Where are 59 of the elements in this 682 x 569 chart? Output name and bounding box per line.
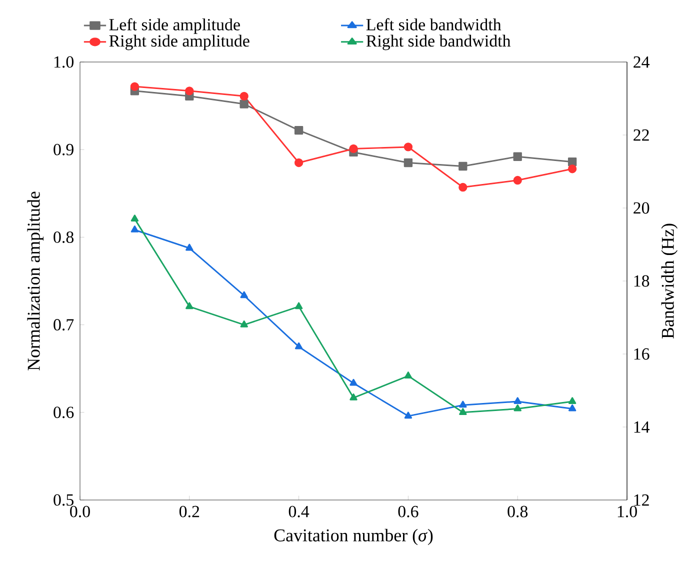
- x-tick-label: 0.8: [508, 506, 528, 518]
- y2-axis-title: Bandwidth (Hz): [661, 224, 678, 338]
- point: [349, 144, 358, 154]
- point: [404, 412, 412, 419]
- y-tick-label: 0.7: [54, 319, 74, 331]
- point: [130, 214, 139, 222]
- y2-tick-label: 24: [634, 56, 650, 68]
- point: [514, 397, 522, 404]
- point: [459, 408, 467, 415]
- point: [294, 342, 303, 350]
- y2-tick-label: 18: [634, 275, 650, 287]
- point: [459, 400, 467, 408]
- y-tick-label: 0.5: [54, 494, 74, 506]
- point: [458, 182, 468, 192]
- point: [568, 404, 576, 412]
- y2-tick-label: 22: [634, 129, 649, 141]
- point: [404, 158, 413, 168]
- legend-label: Right side bandwidth: [366, 34, 511, 50]
- legend-label: Right side amplitude: [109, 34, 250, 50]
- point: [130, 226, 139, 232]
- x-tick-label: 0.6: [398, 506, 418, 518]
- x-tick-label: 1.0: [618, 506, 637, 518]
- y2-tick-label: 14: [634, 421, 650, 433]
- point: [568, 158, 577, 166]
- legend-label: Left side amplitude: [109, 18, 240, 34]
- point: [294, 158, 304, 168]
- y-tick-label: 0.9: [54, 144, 74, 156]
- x-tick-label: 0.2: [179, 506, 200, 518]
- point: [240, 291, 248, 298]
- x-tick-label: 0.4: [288, 506, 310, 518]
- legend-label: Left side bandwidth: [366, 18, 502, 30]
- point: [130, 82, 140, 91]
- y2-tick-label: 12: [634, 494, 649, 506]
- point: [294, 126, 304, 135]
- y2-tick-label: 16: [634, 348, 650, 360]
- point: [186, 244, 194, 251]
- x-tick-label: 0.0: [70, 506, 90, 518]
- y2-tick-label: 20: [634, 202, 650, 214]
- point: [568, 397, 576, 404]
- point: [185, 86, 194, 96]
- x-axis-title: Cavitation number (σ): [274, 528, 433, 546]
- point: [458, 162, 468, 171]
- point: [294, 302, 303, 310]
- point: [350, 393, 358, 400]
- y-tick-label: 1.0: [54, 56, 74, 68]
- point: [240, 92, 248, 100]
- point: [404, 372, 412, 378]
- point: [513, 176, 522, 185]
- point: [513, 152, 522, 161]
- y-tick-label: 0.6: [54, 406, 74, 418]
- point: [240, 100, 248, 108]
- point: [240, 320, 248, 328]
- y-tick-label: 0.8: [54, 231, 74, 243]
- point: [514, 404, 522, 412]
- point: [568, 164, 577, 174]
- point: [186, 302, 194, 310]
- y-axis-title: Normalization amplitude: [27, 192, 44, 370]
- point: [404, 142, 413, 152]
- point: [350, 378, 358, 386]
